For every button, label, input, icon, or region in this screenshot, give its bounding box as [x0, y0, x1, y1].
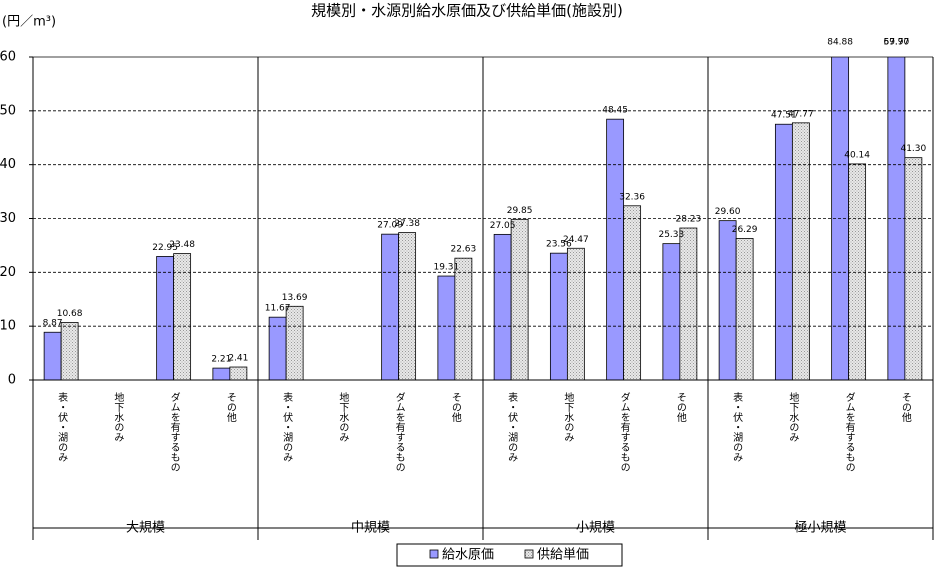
value-label: 22.63: [450, 245, 476, 255]
bar: [662, 243, 681, 380]
y-tick-label: 40: [0, 157, 16, 172]
bar: [887, 57, 906, 380]
x-tick-label: 表・伏・湖のみ: [506, 391, 518, 462]
bar: [606, 118, 625, 380]
y-tick-label: 0: [8, 373, 16, 388]
y-tick-label: 30: [0, 211, 16, 226]
legend-label: 給水原価: [442, 548, 494, 563]
bar: [173, 253, 192, 380]
bar: [229, 366, 248, 380]
x-tick-label: その他: [899, 392, 911, 423]
x-tick-label: ダムを有するもの: [843, 392, 855, 472]
bar: [791, 122, 810, 380]
value-label: 48.45: [602, 106, 628, 116]
value-label: 25.33: [658, 230, 684, 240]
value-label: 22.95: [152, 243, 178, 253]
bar: [381, 233, 400, 380]
x-tick-label: 表・伏・湖のみ: [56, 391, 68, 462]
value-label: 29.60: [715, 207, 741, 217]
x-tick-label: 表・伏・湖のみ: [731, 391, 743, 462]
x-tick-label: その他: [449, 392, 461, 423]
value-label: 2.41: [228, 354, 248, 364]
bar: [43, 331, 62, 380]
legend-swatch: [429, 549, 439, 559]
value-label: 23.48: [169, 240, 195, 250]
value-label: 67.70: [883, 38, 909, 48]
bar: [493, 233, 512, 380]
bar: [735, 238, 754, 380]
y-axis-label: (円／m³): [2, 15, 56, 30]
value-label: 47.51: [771, 111, 797, 121]
legend-label: 供給単価: [537, 547, 589, 563]
value-label: 2.21: [211, 355, 231, 365]
value-label: 8.87: [43, 319, 63, 329]
bar: [774, 123, 793, 380]
x-tick-label: ダムを有するもの: [393, 392, 405, 472]
value-label: 19.31: [433, 263, 459, 273]
x-tick-label: ダムを有するもの: [618, 392, 630, 472]
y-tick-label: 50: [0, 103, 16, 118]
x-tick-label: 地下水のみ: [337, 391, 349, 442]
bar: [718, 220, 737, 380]
value-label: 47.77: [788, 109, 814, 119]
bar: [510, 218, 529, 380]
bar: [437, 275, 456, 380]
value-label: 13.69: [282, 293, 308, 303]
bar: [212, 367, 231, 380]
x-tick-label: 地下水のみ: [562, 391, 574, 442]
x-tick-label: 地下水のみ: [112, 391, 124, 442]
y-tick-label: 60: [0, 50, 16, 65]
bar: [285, 305, 304, 380]
bar: [454, 257, 473, 380]
bar: [623, 205, 642, 380]
x-tick-label: その他: [674, 392, 686, 423]
legend-box: [396, 543, 623, 567]
value-label: 27.38: [394, 219, 420, 229]
y-tick-label: 20: [0, 265, 16, 280]
legend-swatch: [524, 549, 534, 559]
x-tick-label: ダムを有するもの: [168, 392, 180, 472]
value-label: 28.23: [675, 215, 701, 225]
value-label: 27.09: [377, 221, 403, 231]
x-tick-label: 表・伏・湖のみ: [281, 391, 293, 462]
value-label: 24.47: [563, 235, 589, 245]
bar: [398, 232, 417, 380]
x-tick-label: 地下水のみ: [787, 391, 799, 442]
bar: [268, 316, 287, 380]
value-label: 41.30: [900, 144, 926, 154]
chart-title: 規模別・水源別給水原価及び供給単価(施設別): [311, 2, 623, 20]
value-label: 23.56: [546, 240, 572, 250]
value-label: 40.14: [844, 150, 870, 160]
bar: [566, 247, 585, 380]
value-label: 10.68: [57, 309, 83, 319]
plot-area: [43, 57, 923, 380]
bar: [156, 256, 175, 380]
bar: [679, 227, 698, 380]
bar: [60, 322, 79, 380]
value-label: 84.88: [827, 38, 853, 48]
x-tick-label: その他: [224, 392, 236, 423]
value-label: 11.67: [265, 304, 291, 314]
value-label: 32.36: [619, 192, 645, 202]
value-label: 27.05: [490, 221, 516, 231]
annotation: 59.97: [883, 38, 909, 48]
bar: [904, 157, 923, 380]
value-label: 29.85: [507, 206, 533, 216]
value-label: 26.29: [732, 225, 758, 235]
y-tick-label: 10: [0, 319, 16, 334]
